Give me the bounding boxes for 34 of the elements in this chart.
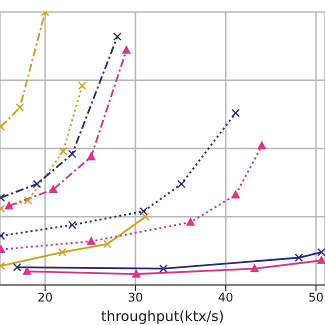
point <box>186 217 195 226</box>
point <box>250 264 260 272</box>
point <box>257 140 266 150</box>
point <box>141 212 150 221</box>
point <box>132 269 141 278</box>
point <box>4 200 14 210</box>
point <box>86 236 96 245</box>
point <box>316 255 325 264</box>
point <box>294 254 303 262</box>
x-tick-label: 30 <box>128 290 144 305</box>
point <box>68 150 76 158</box>
point <box>231 190 240 198</box>
point <box>177 180 186 188</box>
point <box>139 207 148 216</box>
point <box>103 240 112 248</box>
point <box>78 82 86 90</box>
point <box>122 45 131 54</box>
x-tick-label: 40 <box>218 290 234 305</box>
x-tick-label: 20 <box>38 290 53 305</box>
point <box>58 248 66 256</box>
point <box>24 196 32 205</box>
x-tick-label: 50 <box>308 290 324 305</box>
point <box>22 266 32 275</box>
point <box>159 264 168 273</box>
point <box>13 263 22 272</box>
point <box>317 248 325 256</box>
point <box>113 32 122 41</box>
x-axis-title: throughput(ktx/s) <box>100 309 224 325</box>
point <box>32 180 42 188</box>
point <box>59 147 68 156</box>
point <box>86 152 96 160</box>
point <box>68 220 76 230</box>
point <box>231 108 240 118</box>
point <box>48 184 58 193</box>
